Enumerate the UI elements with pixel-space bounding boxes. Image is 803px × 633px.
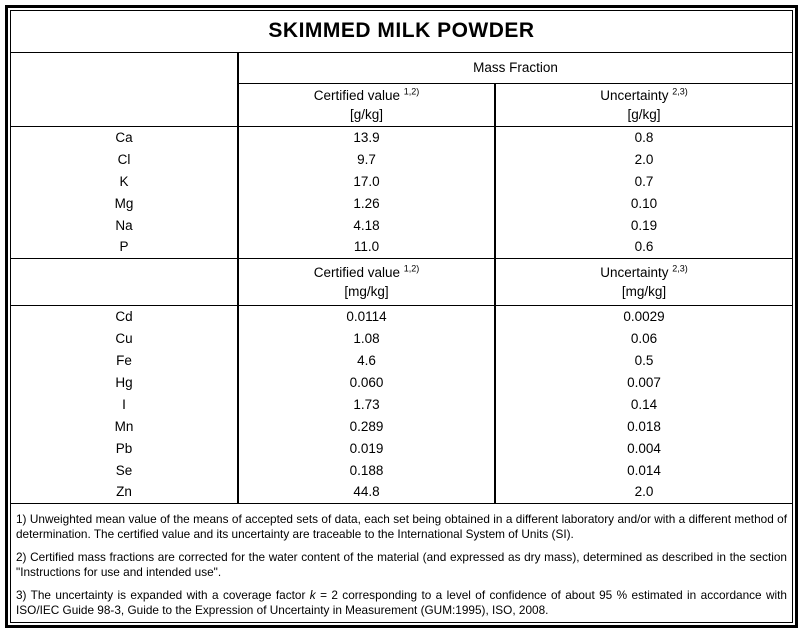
table-row: Cu 1.08 0.06 xyxy=(11,327,792,349)
certified-value: 0.0114 xyxy=(237,305,495,327)
table-row: Hg 0.060 0.007 xyxy=(11,371,792,393)
footnote-2: 2) Certified mass fractions are correcte… xyxy=(16,549,787,580)
footnote-3: 3) The uncertainty is expanded with a co… xyxy=(16,588,787,619)
certified-value-label: Certified value xyxy=(313,87,400,103)
element-symbol: Cl xyxy=(117,151,131,167)
uncertainty-unit: [mg/kg] xyxy=(621,283,667,299)
certified-value: 1.08 xyxy=(237,327,495,349)
certified-value-unit: [g/kg] xyxy=(349,106,384,122)
element-symbol: I xyxy=(122,396,126,412)
table-row: P 11.0 0.6 xyxy=(11,236,792,258)
table-row: I 1.73 0.14 xyxy=(11,393,792,415)
uncertainty-value: 0.6 xyxy=(494,236,792,258)
uncertainty-value: 0.018 xyxy=(494,415,792,437)
certificate-frame: SKIMMED MILK POWDER Mass Fraction Certif… xyxy=(5,5,798,628)
element-symbol: Na xyxy=(115,217,133,233)
certified-value: 0.188 xyxy=(237,459,495,481)
uncertainty-mgkg-header: Uncertainty 2,3) [mg/kg] xyxy=(494,257,792,306)
footnotes-section: 1) Unweighted mean value of the means of… xyxy=(11,502,792,627)
table-row: Pb 0.019 0.004 xyxy=(11,437,792,459)
uncertainty-label: Uncertainty xyxy=(600,264,669,280)
element-symbol: Zn xyxy=(116,484,132,500)
element-symbol: Pb xyxy=(115,440,133,456)
mass-fraction-header: Mass Fraction xyxy=(237,52,792,84)
uncertainty-value: 2.0 xyxy=(494,148,792,170)
certified-value: 4.6 xyxy=(237,349,495,371)
certified-value-label: Certified value xyxy=(313,264,400,280)
uncertainty-value: 0.007 xyxy=(494,371,792,393)
element-symbol: Cu xyxy=(115,330,133,346)
footnote-3-pre: 3) The uncertainty is expanded with a co… xyxy=(16,587,310,602)
element-symbol: Se xyxy=(115,462,133,478)
certificate-table: SKIMMED MILK POWDER Mass Fraction Certif… xyxy=(11,11,792,627)
uncertainty-value: 0.004 xyxy=(494,437,792,459)
certified-value: 11.0 xyxy=(237,236,495,258)
table-row: Mn 0.289 0.018 xyxy=(11,415,792,437)
table-row: Na 4.18 0.19 xyxy=(11,214,792,236)
uncertainty-value: 0.10 xyxy=(494,192,792,214)
element-symbol: P xyxy=(119,239,129,255)
uncertainty-value: 0.8 xyxy=(494,126,792,148)
element-column-header-empty xyxy=(11,257,238,306)
certified-value: 0.019 xyxy=(237,437,495,459)
certified-value: 0.060 xyxy=(237,371,495,393)
certified-value: 44.8 xyxy=(237,481,495,503)
table-row: Fe 4.6 0.5 xyxy=(11,349,792,371)
table-row: Se 0.188 0.014 xyxy=(11,459,792,481)
certified-value: 0.289 xyxy=(237,415,495,437)
certified-value-mgkg-header: Certified value 1,2) [mg/kg] xyxy=(237,257,495,306)
footnote-3-k: k xyxy=(309,587,316,602)
uncertainty-gkg-header: Uncertainty 2,3) [g/kg] xyxy=(494,83,792,127)
page-title: SKIMMED MILK POWDER xyxy=(11,11,792,53)
certified-value: 1.73 xyxy=(237,393,495,415)
uncertainty-value: 0.14 xyxy=(494,393,792,415)
uncertainty-footnote-ref: 2,3) xyxy=(672,86,688,96)
uncertainty-value: 0.7 xyxy=(494,170,792,192)
uncertainty-value: 0.0029 xyxy=(494,305,792,327)
uncertainty-value: 0.014 xyxy=(494,459,792,481)
element-symbol: Cd xyxy=(115,308,133,324)
element-column-header-empty xyxy=(11,52,238,127)
element-symbol: Fe xyxy=(116,352,132,368)
certified-value: 13.9 xyxy=(237,126,495,148)
footnote-3-post: = 2 corresponding to a level of confiden… xyxy=(16,587,787,618)
element-symbol: Mg xyxy=(114,195,134,211)
element-symbol: Hg xyxy=(115,374,133,390)
certified-value: 9.7 xyxy=(237,148,495,170)
element-symbol: K xyxy=(119,173,129,189)
uncertainty-value: 0.5 xyxy=(494,349,792,371)
uncertainty-unit: [g/kg] xyxy=(627,106,661,122)
table-row: Mg 1.26 0.10 xyxy=(11,192,792,214)
certified-value: 4.18 xyxy=(237,214,495,236)
uncertainty-footnote-ref: 2,3) xyxy=(672,263,688,273)
table-row: Cl 9.7 2.0 xyxy=(11,148,792,170)
table-row: Ca 13.9 0.8 xyxy=(11,126,792,148)
uncertainty-value: 0.06 xyxy=(494,327,792,349)
element-symbol: Ca xyxy=(115,129,133,145)
uncertainty-value: 0.19 xyxy=(494,214,792,236)
certified-value-footnote-ref: 1,2) xyxy=(403,263,420,273)
element-symbol: Mn xyxy=(114,418,134,434)
table-row: Zn 44.8 2.0 xyxy=(11,481,792,503)
footnote-1: 1) Unweighted mean value of the means of… xyxy=(16,511,787,542)
certified-value-unit: [mg/kg] xyxy=(344,283,389,299)
uncertainty-label: Uncertainty xyxy=(600,87,669,103)
certified-value-gkg-header: Certified value 1,2) [g/kg] xyxy=(237,83,495,127)
certificate-frame-inner: SKIMMED MILK POWDER Mass Fraction Certif… xyxy=(10,10,793,627)
certified-value: 1.26 xyxy=(237,192,495,214)
certified-value: 17.0 xyxy=(237,170,495,192)
uncertainty-value: 2.0 xyxy=(494,481,792,503)
table-row: K 17.0 0.7 xyxy=(11,170,792,192)
table-row: Cd 0.0114 0.0029 xyxy=(11,305,792,327)
certified-value-footnote-ref: 1,2) xyxy=(403,86,420,96)
